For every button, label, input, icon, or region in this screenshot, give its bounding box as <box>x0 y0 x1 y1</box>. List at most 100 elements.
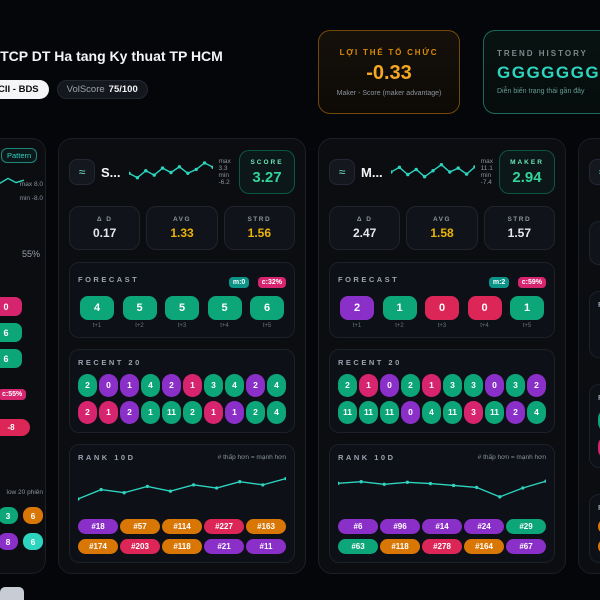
stat-value: 1.33 <box>170 226 194 241</box>
rank-title: RANK 10D <box>598 503 600 512</box>
forecast-horizon-label: t+3 <box>177 322 187 329</box>
recent-pill: 3 <box>204 373 223 397</box>
m-badge: m:2 <box>488 276 510 288</box>
rank-row: #18 #57 #114 #227 #163 <box>78 519 286 534</box>
header-sparkline <box>128 161 213 180</box>
stat-box: AVG 1.58 <box>406 206 478 251</box>
rank-title: RANK 10D <box>78 453 136 462</box>
recent-pill: 2 <box>506 400 525 424</box>
forecast-header: FORECAST m:0 c:32% <box>78 271 286 289</box>
forecast-col: 0 t+3 <box>425 295 459 329</box>
spark-max-label: max 11.1 <box>480 158 493 172</box>
recent-header: RECENT 20 <box>338 358 546 367</box>
forecast-horizon-label: t+1 <box>92 322 102 329</box>
rank-row: #6 #96 #14 #24 #29 <box>338 519 546 534</box>
rank-pill: #203 <box>120 539 160 554</box>
rank-pill: #6 <box>338 519 378 534</box>
maker-card-value: -0.33 <box>366 61 412 84</box>
trend-history-card: TREND HISTORY GGGGGGGGG Diễn biến trạng … <box>483 30 600 114</box>
forecast-pill: 5 <box>207 295 242 320</box>
stat-box: STRD 1.56 <box>223 206 295 251</box>
low-20-label: low 20 phiên <box>6 489 44 496</box>
volscore-label: VolScore <box>66 84 105 95</box>
cards-scroll-row[interactable]: Pattern max 8.0 min -8.0 55% 0 6 6 c:55% -… <box>0 138 600 574</box>
rank-section: RANK 10D #146 #101 <box>589 494 600 563</box>
company-title: CTCP DT Ha tang Ky thuat TP HCM <box>0 48 223 64</box>
rank-note: # thấp hơn = mạnh hơn <box>477 454 546 461</box>
recent-pill: 11 <box>359 400 378 424</box>
recent-header: RECENT 20 <box>598 393 600 402</box>
recent-pill: 11 <box>380 400 399 424</box>
ticker-label: M... <box>361 164 383 180</box>
recent-pill: 1 <box>359 373 378 397</box>
recent-pill: 0 <box>401 400 420 424</box>
forecast-section: FORECAST m:0 c:32% 4 t+1 5 t+2 5 t+3 5 t+4 6 t+5 <box>69 261 295 338</box>
forecast-pill: 4 <box>80 295 114 320</box>
forecast-horizon-label: t+2 <box>395 322 404 329</box>
recent-section: RECENT 20 24 10 <box>589 384 600 468</box>
forecast-pill: 1 <box>382 295 417 320</box>
rank-pill: #24 <box>464 519 504 534</box>
forecast-badges: m:2 c:59% <box>485 271 546 289</box>
forecast-title: FORECAST <box>338 275 400 284</box>
rank-pill: #278 <box>422 539 462 554</box>
forecast-title: FORECAST <box>78 275 140 284</box>
stat-value: 0.17 <box>92 226 117 241</box>
rank-pill: #164 <box>464 539 504 554</box>
recent-title: RECENT 20 <box>598 393 600 402</box>
stat-label: STRD <box>247 216 272 224</box>
left-partial-card: Pattern max 8.0 min -8.0 55% 0 6 6 c:55% -… <box>0 138 46 574</box>
spark-labels: max 3.3 min -6.2 <box>219 158 233 186</box>
spark-max-label: max 8.0 <box>19 181 43 188</box>
stat-label: Δ D <box>356 216 373 224</box>
recent-pill: 2 <box>78 400 97 424</box>
rank-pill: #227 <box>204 519 244 534</box>
score-box: MAKER 2.94 <box>499 150 555 194</box>
recent-pill: 3 <box>464 400 483 424</box>
recent-pill: 1 <box>183 373 202 397</box>
stock-card: ≈ S.. Δ D0.6 FORECAST 1t+1 <box>578 138 600 574</box>
forecast-pill: 5 <box>122 295 157 320</box>
recent-pill: 2 <box>78 373 97 397</box>
card-header: ≈ M... max 11.1 min -7.4 MAKER 2.94 <box>329 149 555 195</box>
rank-pill: #63 <box>338 539 378 554</box>
forecast-badges: m:0 c:32% <box>225 271 286 289</box>
recent-row: 11 11 11 0 4 11 3 11 2 4 <box>338 400 546 424</box>
stock-card: ≈ S... max 3.3 min -6.2 SCORE 3.27 Δ D 0.… <box>58 138 306 574</box>
stat-value: 1.57 <box>507 226 531 241</box>
maker-card-title: LỢI THẾ TỔ CHỨC <box>339 47 439 57</box>
forecast-col: 5 t+4 <box>207 295 242 329</box>
rank-pill: #21 <box>204 539 244 554</box>
forecast-pill: 6 <box>250 295 284 320</box>
recent-pill: 2 <box>183 400 202 424</box>
recent-header: RECENT 20 <box>78 358 286 367</box>
forecast-title: FORECAST <box>598 300 600 309</box>
spark-min-label: min -8.0 <box>19 195 43 202</box>
recent-pill: 2 <box>162 373 181 397</box>
forecast-col: 4 t+1 <box>80 295 114 329</box>
trend-card-subtitle: Diễn biến trạng thái gần đây <box>497 88 585 95</box>
card-header: ≈ S.. <box>589 149 600 195</box>
forecast-horizon-label: t+3 <box>437 322 447 329</box>
spark-min-label: min -7.4 <box>480 172 492 186</box>
forecast-col: 5 t+2 <box>122 295 157 329</box>
bottom-pill: 3 <box>0 507 18 524</box>
forecast-horizon-label: t+5 <box>522 322 532 329</box>
stat-label: AVG <box>172 216 192 224</box>
forecast-header: FORECAST m:2 c:59% <box>338 271 546 289</box>
volscore-badge: VolScore 75/100 <box>56 80 148 99</box>
c-badge: c:59% <box>517 276 546 288</box>
percent-label: 55% <box>21 249 40 259</box>
stat-box: Δ D 2.47 <box>329 206 401 251</box>
recent-row: 2 1 2 1 11 2 1 1 2 4 <box>78 400 286 424</box>
stats-row: Δ D 0.17 AVG 1.33 STRD 1.56 <box>69 206 295 251</box>
rank-row: #174 #203 #118 #21 #11 <box>78 539 286 554</box>
bottom-pill: 6 <box>23 507 43 524</box>
rank-pill: #114 <box>162 519 202 534</box>
rank-pill: #118 <box>162 539 202 554</box>
forecast-section: FORECAST m:2 c:59% 2 t+1 1 t+2 0 t+3 0 t+4 1 t+5 <box>329 261 555 338</box>
pattern-tab[interactable]: Pattern <box>1 148 38 163</box>
